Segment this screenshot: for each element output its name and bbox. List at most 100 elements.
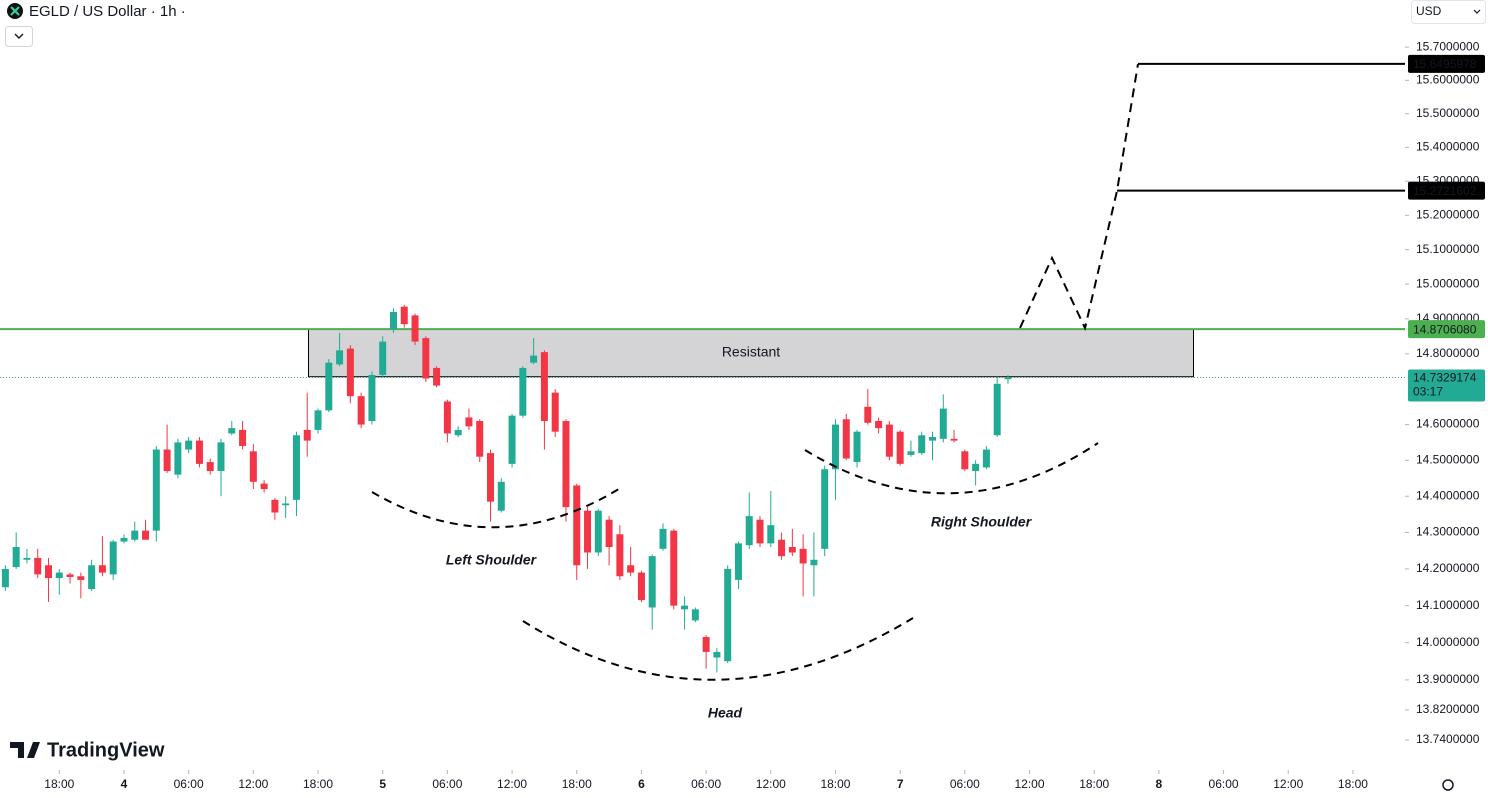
y-tick-label: 13.8200000 [1416,702,1480,716]
candle-body [34,557,42,575]
candle-body [88,565,96,590]
candle-body [907,451,915,455]
x-tick-label: 12:00 [756,777,786,791]
symbol-logo-mark [10,6,20,16]
candle-body [562,421,570,508]
price-badge [1408,320,1485,339]
watermark-logo [10,742,40,758]
candle-body [12,547,20,568]
chevron [14,33,24,39]
candle-body [982,449,990,468]
candle-body [271,499,279,513]
candle-body [443,401,451,434]
candle-body [584,510,592,553]
candle-body [109,541,117,575]
price-badge [1408,369,1485,402]
candle-body [939,408,947,439]
shoulder-arc [804,442,1099,495]
candle-body [336,350,344,365]
candle-body [217,442,225,472]
candle-body [713,651,721,658]
x-tick-label: 12:00 [1273,777,1303,791]
candle-body [972,463,980,472]
y-tick-label: 14.8000000 [1416,346,1480,360]
y-tick-label: 15.1000000 [1416,242,1480,256]
candle-body [45,565,53,579]
candle-body [540,352,548,422]
y-tick-label: 15.2000000 [1416,207,1480,221]
x-tick-label: 06:00 [691,777,721,791]
candle-body [77,576,85,580]
candle-body [120,537,128,542]
candle-body [174,442,182,475]
y-tick-label: 15.5000000 [1416,106,1480,120]
candle-body [249,451,257,482]
candle-body [637,572,645,601]
x-tick-label: 06:00 [432,777,462,791]
candle-body [788,547,796,553]
annotation: Left Shoulder [446,552,538,568]
candle-body [368,374,376,422]
candle-body [497,481,505,511]
candle-body [239,429,247,446]
candle-body [98,565,106,573]
candle-body [142,530,150,540]
y-tick-label: 14.1000000 [1416,598,1480,612]
candle-body [821,469,829,549]
candle-body [400,306,408,325]
candle-body [648,556,656,608]
candle-body [314,410,322,430]
candle-body [228,428,236,434]
candle-body [853,431,861,463]
annotation: Right Shoulder [931,514,1033,530]
candle-body [551,392,559,432]
candle-body [195,440,203,464]
settings-icon[interactable] [1442,779,1454,791]
collapse-button[interactable] [5,26,33,47]
candle-body [357,396,365,425]
candle-body [23,557,31,560]
y-tick-label: 14.4000000 [1416,488,1480,502]
head-arc [522,617,914,681]
y-tick-label: 15.4000000 [1416,140,1480,154]
candle-body [702,637,710,652]
candle-body [993,383,1001,436]
candle-body [756,519,764,544]
candle-body [185,440,193,450]
x-tick-label: 18:00 [820,777,850,791]
y-tick-label: 14.2000000 [1416,561,1480,575]
price-badge-label: 14.7329174 [1413,371,1477,385]
candle-body [131,530,139,540]
candle-body [864,406,872,423]
candle-body [389,311,397,330]
shoulder-arc [371,486,623,529]
currency-label: USD [1416,4,1442,18]
x-tick-label: 6 [638,777,645,791]
price-badge [1408,54,1485,73]
x-tick-label: 12:00 [1015,777,1045,791]
x-tick-label: 7 [897,777,904,791]
candle-body [875,421,883,429]
candle-body [799,548,807,564]
x-tick-label: 8 [1156,777,1163,791]
y-tick-label: 15.6000000 [1416,72,1480,86]
candle-body [885,424,893,457]
y-tick-label: 13.7400000 [1416,732,1480,746]
x-tick-label: 18:00 [303,777,333,791]
candle-body [282,503,290,506]
y-tick-label: 14.0000000 [1416,635,1480,649]
candle-body [950,438,958,441]
candle-body [928,437,936,441]
y-tick-label: 14.3000000 [1416,525,1480,539]
projection-path [1019,63,1139,332]
candle-body [530,355,538,363]
resistance-zone [308,328,1194,378]
candle-body [627,565,635,573]
x-tick-label: 06:00 [174,777,204,791]
currency-select[interactable] [1411,0,1486,24]
candle-body [1,568,9,588]
x-tick-label: 18:00 [44,777,74,791]
candle-body [508,415,516,464]
x-tick-label: 12:00 [497,777,527,791]
